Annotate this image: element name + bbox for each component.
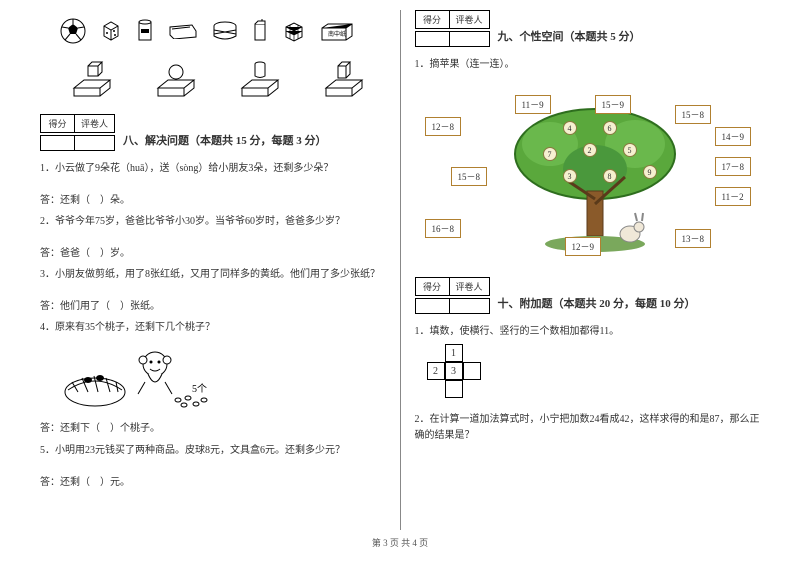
grader-label: 评卷人 xyxy=(450,11,489,28)
score-cell[interactable] xyxy=(41,136,75,150)
cross-cell[interactable] xyxy=(463,362,481,380)
question-10-1: 1．填数，使横行、竖行的三个数相加都得11。 xyxy=(415,324,761,340)
rubiks-cube-icon xyxy=(282,19,306,43)
score-cell[interactable] xyxy=(416,299,450,313)
column-divider xyxy=(400,10,401,530)
section-8-title: 八、解决问题（本题共 15 分，每题 3 分） xyxy=(123,114,327,148)
apple-number[interactable]: 6 xyxy=(603,121,617,135)
soccer-ball-icon xyxy=(60,18,86,44)
grader-label: 评卷人 xyxy=(450,278,489,295)
apple-number[interactable]: 2 xyxy=(583,143,597,157)
tree-icon xyxy=(505,99,685,259)
svg-text:南中纸: 南中纸 xyxy=(328,30,346,38)
section-9-header: 得分 评卷人 九、个性空间（本题共 5 分） xyxy=(415,10,761,49)
section-8-header: 得分 评卷人 八、解决问题（本题共 15 分，每题 3 分） xyxy=(40,114,386,153)
bin-sphere-icon xyxy=(154,58,198,98)
right-column: 得分 评卷人 九、个性空间（本题共 5 分） 1．摘苹果（连一连）。 xyxy=(405,10,771,530)
apple-number[interactable]: 8 xyxy=(603,169,617,183)
apple-expression-box[interactable]: 16－8 xyxy=(425,219,462,238)
object-icons-row: 南中纸 xyxy=(60,18,386,44)
score-cell[interactable] xyxy=(416,32,450,46)
cross-cell[interactable]: 1 xyxy=(445,344,463,362)
apple-expression-box[interactable]: 14－9 xyxy=(715,127,752,146)
question-9-1: 1．摘苹果（连一连）。 xyxy=(415,57,761,73)
apple-expression-box[interactable]: 12－9 xyxy=(565,237,602,256)
section-9-title: 九、个性空间（本题共 5 分） xyxy=(498,10,641,44)
apple-expression-box[interactable]: 15－9 xyxy=(595,95,632,114)
cross-number-grid: 1 23 xyxy=(427,344,761,398)
bin-cube-icon xyxy=(70,58,114,98)
book-icon xyxy=(168,23,198,39)
bin-cylinder-icon xyxy=(238,58,282,98)
question-2: 2．爷爷今年75岁，爸爸比爷爷小30岁。当爷爷60岁时，爸爸多少岁？ xyxy=(40,214,386,230)
cross-cell[interactable]: 2 xyxy=(427,362,445,380)
apple-number[interactable]: 3 xyxy=(563,169,577,183)
answer-3: 答：他们用了（ ）张纸。 xyxy=(40,297,386,312)
bin-cuboid-icon xyxy=(322,58,366,98)
grader-cell[interactable] xyxy=(75,136,109,150)
answer-2: 答：爸爸（ ）岁。 xyxy=(40,244,386,259)
answer-1: 答：还剩（ ）朵。 xyxy=(40,191,386,206)
apple-expression-box[interactable]: 11－2 xyxy=(715,187,751,206)
answer-4: 答：还剩下（ ）个桃子。 xyxy=(40,421,386,437)
drum-icon xyxy=(212,20,238,42)
apple-number[interactable]: 5 xyxy=(623,143,637,157)
question-4: 4．原来有35个桃子，还剩下几个桃子？ xyxy=(40,320,386,336)
question-5: 5．小明用23元钱买了两种商品。皮球8元，文具盒6元。还剩多少元？ xyxy=(40,443,386,459)
score-label: 得分 xyxy=(416,278,450,295)
apple-number[interactable]: 7 xyxy=(543,147,557,161)
sort-bins-row xyxy=(70,58,386,98)
question-3: 3．小朋友做剪纸，用了8张红纸，又用了同样多的黄纸。他们用了多少张纸？ xyxy=(40,267,386,283)
left-column: 南中纸 得分 评卷人 八、解决问题（本题共 15 分，每题 3 分） xyxy=(30,10,396,530)
apple-expression-box[interactable]: 13－8 xyxy=(675,229,712,248)
monkey-figure: 5个 xyxy=(60,342,386,415)
answer-5: 答：还剩（ ）元。 xyxy=(40,473,386,488)
apple-number[interactable]: 4 xyxy=(563,121,577,135)
dice-icon xyxy=(100,20,122,42)
apple-number[interactable]: 9 xyxy=(643,165,657,179)
score-label: 得分 xyxy=(416,11,450,28)
score-box: 得分 评卷人 xyxy=(40,114,115,133)
juice-box-icon xyxy=(252,19,268,43)
grader-cell[interactable] xyxy=(450,299,484,313)
apple-expression-box[interactable]: 17－8 xyxy=(715,157,752,176)
question-1: 1．小云做了9朵花（huā），送（sòng）给小朋友3朵，还剩多少朵？ xyxy=(40,161,386,177)
page-footer: 第 3 页 共 4 页 xyxy=(0,530,800,549)
apple-expression-box[interactable]: 11－9 xyxy=(515,95,551,114)
section-10-title: 十、附加题（本题共 20 分，每题 10 分） xyxy=(498,277,696,311)
score-label: 得分 xyxy=(41,115,75,132)
tissue-box-icon: 南中纸 xyxy=(320,20,354,42)
apple-expression-box[interactable]: 15－8 xyxy=(451,167,488,186)
apple-tree-figure: 12－811－915－915－814－917－811－213－812－916－8… xyxy=(415,79,755,259)
section-10-header: 得分 评卷人 十、附加题（本题共 20 分，每题 10 分） xyxy=(415,277,761,316)
apple-expression-box[interactable]: 12－8 xyxy=(425,117,462,136)
can-icon xyxy=(136,19,154,43)
apple-expression-box[interactable]: 15－8 xyxy=(675,105,712,124)
monkey-count-label: 5个 xyxy=(192,383,207,395)
cross-cell[interactable]: 3 xyxy=(445,362,463,380)
question-10-2: 2．在计算一道加法算式时，小宁把加数24看成42，这样求得的和是87，那么正确的… xyxy=(415,412,761,444)
grader-label: 评卷人 xyxy=(75,115,114,132)
grader-cell[interactable] xyxy=(450,32,484,46)
cross-cell[interactable] xyxy=(445,380,463,398)
